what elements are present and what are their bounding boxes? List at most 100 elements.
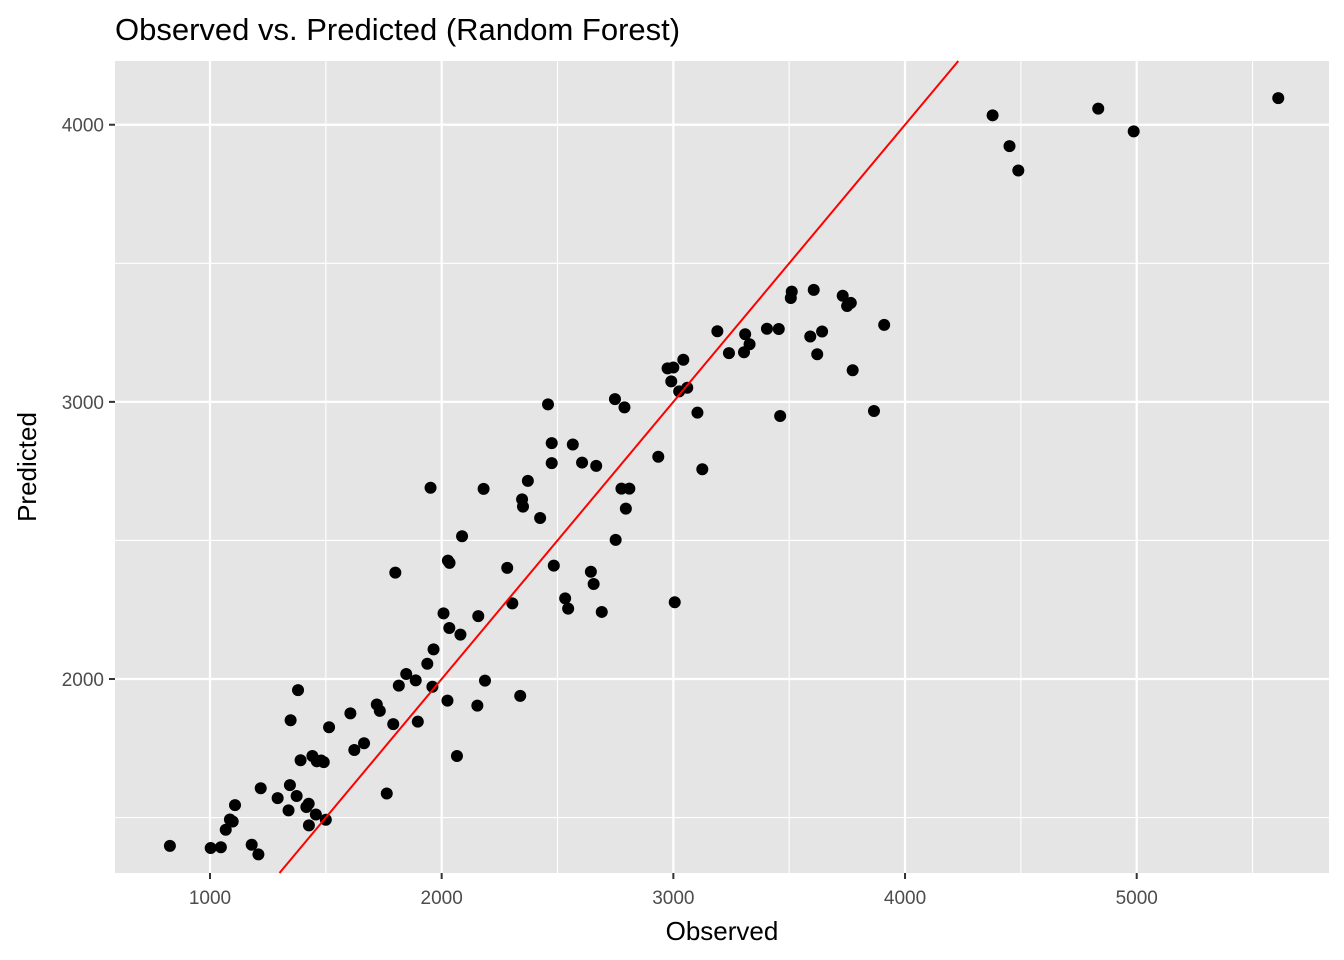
data-point [652, 450, 665, 463]
y-tick-label: 3000 [62, 393, 104, 414]
data-point [691, 406, 704, 419]
data-point [319, 813, 332, 826]
data-point [387, 718, 400, 731]
data-point [426, 680, 439, 693]
data-point [836, 289, 849, 302]
x-axis-title: Observed [666, 916, 779, 946]
data-point [547, 559, 560, 572]
y-tick-label: 4000 [62, 116, 104, 137]
data-point [844, 296, 857, 309]
data-point [811, 348, 824, 361]
data-point [807, 283, 820, 296]
data-point [204, 842, 217, 855]
y-axis-title: Predicted [12, 412, 42, 522]
y-tick-label: 2000 [62, 670, 104, 691]
data-point [441, 694, 454, 707]
data-point [380, 787, 393, 800]
data-point [282, 804, 295, 817]
data-point [618, 401, 631, 414]
data-point [584, 565, 597, 578]
data-points [163, 92, 1285, 861]
data-point [271, 792, 284, 805]
data-point [219, 823, 232, 836]
data-point [226, 815, 239, 828]
chart-title: Observed vs. Predicted (Random Forest) [115, 12, 680, 47]
data-point [292, 684, 305, 697]
data-point [576, 456, 589, 469]
data-point [294, 754, 307, 767]
data-point [309, 808, 322, 821]
data-point [562, 602, 575, 615]
data-point [163, 839, 176, 852]
data-point [424, 481, 437, 494]
data-point [344, 707, 357, 720]
data-point [696, 463, 709, 476]
data-point [785, 285, 798, 298]
y-axis-ticks: 2000 3000 4000 [62, 116, 115, 691]
data-point [427, 643, 440, 656]
data-point [437, 607, 450, 620]
data-point [302, 819, 315, 832]
x-tick-label: 4000 [884, 888, 926, 909]
data-point [804, 330, 817, 343]
identity-reference-line [278, 60, 960, 874]
x-tick-label: 5000 [1116, 888, 1158, 909]
data-point [471, 699, 484, 712]
data-point [545, 457, 558, 470]
data-point [514, 689, 527, 702]
data-point [986, 109, 999, 122]
data-point [302, 797, 315, 810]
data-point [454, 628, 467, 641]
data-point [392, 679, 405, 692]
data-point [389, 566, 402, 579]
data-point [409, 674, 422, 687]
major-gridlines [115, 61, 1329, 873]
data-point [456, 530, 469, 543]
data-point [542, 398, 555, 411]
data-point [506, 597, 519, 610]
data-point [421, 657, 434, 670]
data-point [348, 743, 361, 756]
data-point [667, 361, 680, 374]
data-point [450, 750, 463, 763]
data-point [711, 325, 724, 338]
data-point [608, 393, 621, 406]
data-point [478, 674, 491, 687]
data-point [443, 556, 456, 569]
data-point [400, 668, 413, 681]
data-point [1272, 92, 1285, 105]
data-point [254, 782, 267, 795]
x-tick-label: 2000 [421, 888, 463, 909]
data-point [534, 511, 547, 524]
data-point [411, 715, 424, 728]
data-point [816, 325, 829, 338]
data-point [545, 437, 558, 450]
data-point [681, 381, 694, 394]
data-point [317, 756, 330, 769]
data-point [1012, 164, 1025, 177]
data-point [846, 364, 859, 377]
x-tick-label: 1000 [189, 888, 231, 909]
data-point [878, 318, 891, 331]
data-point [619, 502, 632, 515]
data-point [516, 500, 529, 513]
data-point [743, 338, 756, 351]
data-point [283, 779, 296, 792]
data-point [595, 605, 608, 618]
data-point [443, 622, 456, 635]
data-point [521, 474, 534, 487]
data-point [229, 799, 242, 812]
data-point [284, 714, 297, 727]
data-point [501, 561, 514, 574]
data-point [760, 322, 773, 335]
data-point [623, 482, 636, 495]
data-point [214, 841, 227, 854]
data-point [867, 405, 880, 418]
data-point [774, 410, 787, 423]
data-point [739, 328, 752, 341]
data-point [772, 322, 785, 335]
data-point [609, 533, 622, 546]
data-point [1127, 125, 1140, 138]
x-axis-ticks: 1000 2000 3000 4000 5000 [189, 873, 1158, 909]
data-point [665, 375, 678, 388]
